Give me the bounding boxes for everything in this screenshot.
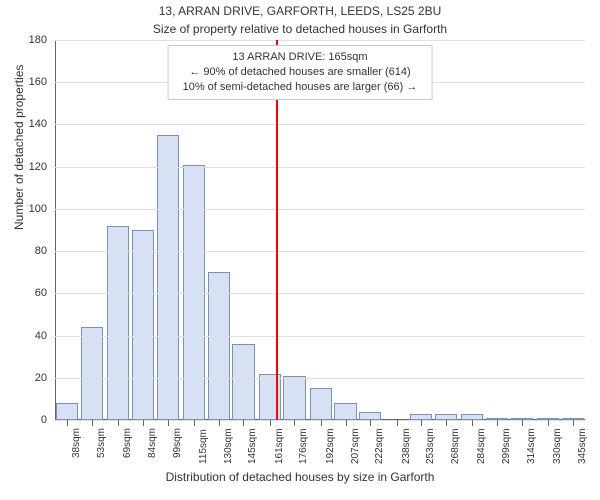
bar	[183, 165, 205, 420]
y-tick-label: 140	[7, 118, 47, 130]
gridline	[55, 378, 585, 379]
x-tick-label: 69sqm	[122, 428, 133, 458]
x-tick-label: 284sqm	[476, 428, 487, 464]
x-tick-label: 99sqm	[172, 428, 183, 458]
x-tick-label: 192sqm	[325, 428, 336, 464]
y-tick-label: 20	[7, 372, 47, 384]
x-tick	[397, 420, 398, 426]
bar	[232, 344, 254, 420]
bar	[310, 388, 332, 420]
gridline	[55, 209, 585, 210]
x-tick	[219, 420, 220, 426]
bar	[56, 403, 78, 420]
x-tick	[446, 420, 447, 426]
x-tick-label: 314sqm	[526, 428, 537, 464]
x-tick-label: 38sqm	[71, 428, 82, 458]
gridline	[55, 124, 585, 125]
x-tick	[270, 420, 271, 426]
gridline	[55, 251, 585, 252]
x-tick	[573, 420, 574, 426]
info-line-2: ← 90% of detached houses are smaller (61…	[183, 65, 418, 80]
x-tick	[548, 420, 549, 426]
x-tick-label: 84sqm	[147, 428, 158, 458]
bar	[208, 272, 230, 420]
page-title: 13, ARRAN DRIVE, GARFORTH, LEEDS, LS25 2…	[0, 4, 600, 18]
bar	[334, 403, 356, 420]
info-line-3: 10% of semi-detached houses are larger (…	[183, 80, 418, 95]
x-tick	[497, 420, 498, 426]
x-tick	[321, 420, 322, 426]
bar	[359, 412, 381, 420]
x-tick-label: 253sqm	[425, 428, 436, 464]
y-tick-label: 100	[7, 203, 47, 215]
info-box: 13 ARRAN DRIVE: 165sqm ← 90% of detached…	[168, 45, 433, 100]
x-tick	[67, 420, 68, 426]
x-tick	[370, 420, 371, 426]
x-tick-label: 115sqm	[198, 429, 209, 464]
x-tick-label: 268sqm	[450, 428, 461, 464]
y-tick-label: 0	[7, 414, 47, 426]
x-tick-label: 176sqm	[298, 428, 309, 464]
bar	[81, 327, 103, 420]
x-tick	[472, 420, 473, 426]
y-tick-label: 160	[7, 76, 47, 88]
x-tick-label: 330sqm	[552, 428, 563, 464]
x-tick	[118, 420, 119, 426]
gridline	[55, 40, 585, 41]
x-tick-label: 345sqm	[577, 428, 588, 464]
x-tick-label: 53sqm	[96, 428, 107, 458]
y-tick-label: 180	[7, 34, 47, 46]
bar	[132, 230, 154, 420]
gridline	[55, 293, 585, 294]
y-tick-label: 40	[7, 330, 47, 342]
x-tick	[346, 420, 347, 426]
x-tick-label: 207sqm	[350, 428, 361, 464]
x-tick	[243, 420, 244, 426]
x-tick	[194, 420, 195, 426]
x-tick-label: 130sqm	[223, 428, 234, 464]
x-tick-label: 238sqm	[401, 428, 412, 464]
y-tick-label: 60	[7, 287, 47, 299]
x-tick	[92, 420, 93, 426]
bar	[107, 226, 129, 420]
x-tick-label: 222sqm	[374, 428, 385, 464]
y-tick-label: 120	[7, 161, 47, 173]
info-line-1: 13 ARRAN DRIVE: 165sqm	[183, 50, 418, 65]
x-axis-label: Distribution of detached houses by size …	[0, 470, 600, 484]
x-tick-label: 145sqm	[247, 428, 258, 464]
x-tick-label: 161sqm	[274, 428, 285, 464]
gridline	[55, 167, 585, 168]
page-subtitle: Size of property relative to detached ho…	[0, 22, 600, 36]
x-tick	[294, 420, 295, 426]
gridline	[55, 336, 585, 337]
x-tick	[168, 420, 169, 426]
x-tick	[421, 420, 422, 426]
y-tick-label: 80	[7, 245, 47, 257]
x-tick	[522, 420, 523, 426]
bar	[283, 376, 305, 420]
x-tick-label: 299sqm	[501, 428, 512, 464]
x-tick	[143, 420, 144, 426]
